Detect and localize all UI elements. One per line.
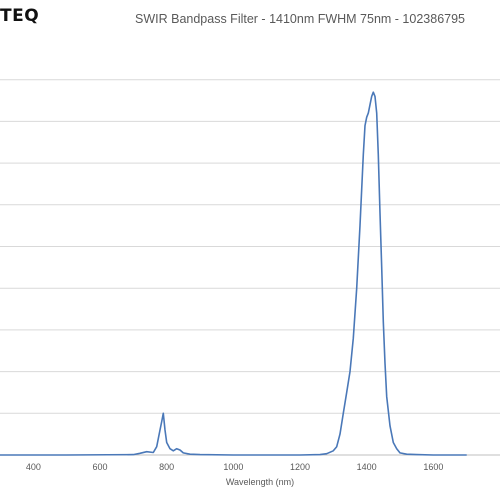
gridlines bbox=[0, 79, 500, 456]
x-tick-label: 1000 bbox=[223, 462, 243, 472]
x-tick-label: 1200 bbox=[290, 462, 310, 472]
x-tick-label: 600 bbox=[92, 462, 107, 472]
brand-logo: TEQ bbox=[0, 6, 40, 26]
x-tick-label: 800 bbox=[159, 462, 174, 472]
x-axis-ticks: 400 600 800 1000 1200 1400 1600 bbox=[26, 462, 444, 472]
plot-area bbox=[0, 91, 467, 456]
transmission-series-line bbox=[0, 91, 467, 456]
x-axis-label: Wavelength (nm) bbox=[226, 477, 294, 487]
x-tick-label: 1600 bbox=[423, 462, 443, 472]
x-tick-label: 1400 bbox=[357, 462, 377, 472]
x-tick-label: 400 bbox=[26, 462, 41, 472]
chart-title: SWIR Bandpass Filter - 1410nm FWHM 75nm … bbox=[135, 12, 465, 26]
